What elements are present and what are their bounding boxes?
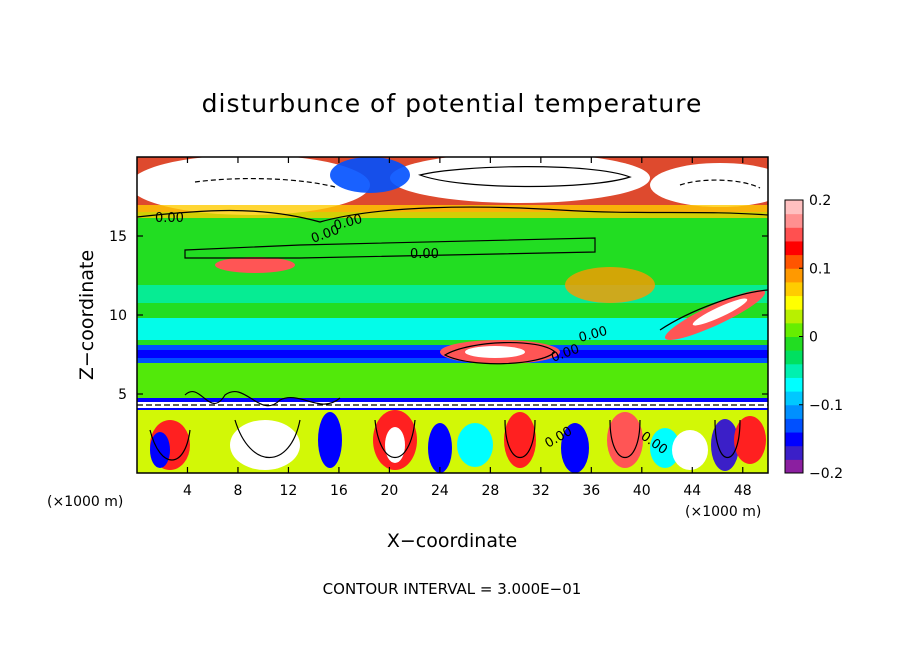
contour-dashed-upper-left bbox=[194, 177, 336, 188]
lower-cold-blob-2 bbox=[318, 412, 342, 468]
y-axis-ticks: 5 10 15 bbox=[109, 229, 768, 403]
cyan-band-2 bbox=[137, 318, 768, 340]
y-axis-label: Z−coordinate bbox=[76, 250, 98, 380]
contour-zero-mid-box bbox=[184, 237, 596, 259]
lower-warm-blob-5 bbox=[734, 416, 766, 464]
lower-white-blob-1 bbox=[230, 420, 300, 470]
colorbar-tick-label: −0.1 bbox=[809, 398, 843, 414]
colorbar-swatch bbox=[785, 336, 803, 351]
x-tick-label: 28 bbox=[481, 483, 499, 499]
colorbar-swatch bbox=[785, 281, 803, 297]
lower-cyan-blob-2 bbox=[650, 428, 680, 468]
colorbar-swatch bbox=[785, 254, 803, 269]
x-tick-label: 44 bbox=[683, 483, 701, 499]
colorbar-swatch bbox=[785, 213, 803, 228]
contour-lines bbox=[137, 166, 768, 461]
field-layers bbox=[137, 157, 768, 473]
lower-warm-blob-4 bbox=[607, 412, 643, 468]
cyan-band-1 bbox=[137, 285, 768, 303]
contour-label: 0.00 bbox=[410, 247, 439, 262]
x-tick-label: 20 bbox=[380, 483, 398, 499]
colorbar-swatch bbox=[785, 227, 803, 242]
colorbar-swatch bbox=[785, 268, 803, 283]
colorbar bbox=[785, 200, 803, 474]
x-axis-label: X−coordinate bbox=[387, 530, 517, 552]
colorbar-swatch bbox=[785, 350, 803, 365]
y-tick-label: 5 bbox=[118, 387, 127, 403]
contour-lower-2 bbox=[234, 419, 301, 459]
yellow-transition-band bbox=[137, 205, 768, 219]
contour-lower-5 bbox=[609, 419, 641, 459]
lower-cold-blob-4 bbox=[561, 423, 589, 473]
colorbar-swatch bbox=[785, 295, 803, 310]
contour-lower-1 bbox=[149, 429, 191, 461]
y-tick-label: 15 bbox=[109, 229, 127, 245]
contour-label: 0.00 bbox=[577, 324, 609, 346]
lower-warm-blob-3 bbox=[504, 412, 536, 468]
right-warm-cluster bbox=[565, 267, 655, 303]
x-unit-label: (×1000 m) bbox=[685, 504, 761, 520]
lower-cyan-blob bbox=[457, 423, 493, 467]
lower-white-blob-3 bbox=[672, 430, 708, 470]
green-band-lower bbox=[137, 363, 768, 398]
plot-area: 0.00 0.00 0.00 0.00 0.00 0.00 0.00 0.00 bbox=[137, 157, 768, 473]
upper-warm-core-right bbox=[650, 163, 768, 207]
x-tick-label: 4 bbox=[183, 483, 192, 499]
x-tick-label: 16 bbox=[330, 483, 348, 499]
colorbar-swatch bbox=[785, 459, 803, 474]
x-tick-label: 8 bbox=[233, 483, 242, 499]
colorbar-swatch bbox=[785, 377, 803, 392]
colorbar-swatch bbox=[785, 418, 803, 433]
x-axis-ticks: 4 8 12 16 20 24 28 32 36 40 44 48 bbox=[183, 157, 752, 499]
x-tick-label: 40 bbox=[633, 483, 651, 499]
upper-warm-core-left bbox=[137, 157, 370, 215]
chart-title: disturbunce of potential temperature bbox=[202, 89, 703, 118]
contour-dashed-upper-right bbox=[679, 179, 761, 189]
colorbar-swatch bbox=[785, 363, 803, 378]
colorbar-swatch bbox=[785, 391, 803, 406]
colorbar-tick-label: 0.2 bbox=[809, 193, 831, 209]
right-warm-streak-core bbox=[692, 298, 748, 326]
lower-white-blob-2 bbox=[385, 427, 405, 463]
contour-boundary-squiggle bbox=[184, 391, 341, 407]
contour-zero-right-streak bbox=[659, 289, 768, 331]
contour-interval-note: CONTOUR INTERVAL = 3.000E−01 bbox=[323, 580, 582, 598]
colorbar-swatch bbox=[785, 200, 803, 215]
midlevel-warm-feature-b bbox=[465, 346, 525, 358]
lower-cold-blob-5 bbox=[711, 419, 739, 471]
x-tick-label: 36 bbox=[582, 483, 600, 499]
upper-cool-patch bbox=[330, 157, 410, 193]
colorbar-ticks: 0.2 0.1 0 −0.1 −0.2 bbox=[799, 193, 843, 482]
colorbar-swatch bbox=[785, 404, 803, 419]
contour-lower-3 bbox=[374, 419, 416, 459]
colorbar-swatch bbox=[785, 322, 803, 337]
x-tick-label: 12 bbox=[280, 483, 298, 499]
contour-lower-4 bbox=[504, 419, 536, 459]
colorbar-swatch bbox=[785, 432, 803, 447]
colorbar-tick-label: 0 bbox=[809, 330, 818, 346]
contour-zero-midlevel bbox=[443, 341, 556, 365]
lower-cold-blob-1 bbox=[150, 432, 170, 468]
colorbar-swatch bbox=[785, 445, 803, 460]
contour-zero-upper bbox=[137, 206, 768, 223]
contour-lower-6 bbox=[714, 419, 741, 459]
colorbar-swatch bbox=[785, 309, 803, 324]
lower-cold-blob-3 bbox=[428, 423, 452, 473]
x-tick-label: 24 bbox=[431, 483, 449, 499]
x-tick-label: 48 bbox=[734, 483, 752, 499]
contour-upper-warm-core bbox=[417, 166, 632, 188]
y-tick-label: 10 bbox=[109, 308, 127, 324]
x-tick-label: 32 bbox=[532, 483, 550, 499]
z-unit-label: (×1000 m) bbox=[47, 494, 123, 510]
colorbar-swatch bbox=[785, 240, 803, 256]
contour-label: 0.00 bbox=[155, 211, 184, 226]
colorbar-tick-label: 0.1 bbox=[809, 261, 831, 277]
left-warm-cluster bbox=[215, 257, 295, 273]
contour-label: 0.00 bbox=[332, 212, 364, 234]
colorbar-tick-label: −0.2 bbox=[809, 466, 843, 482]
